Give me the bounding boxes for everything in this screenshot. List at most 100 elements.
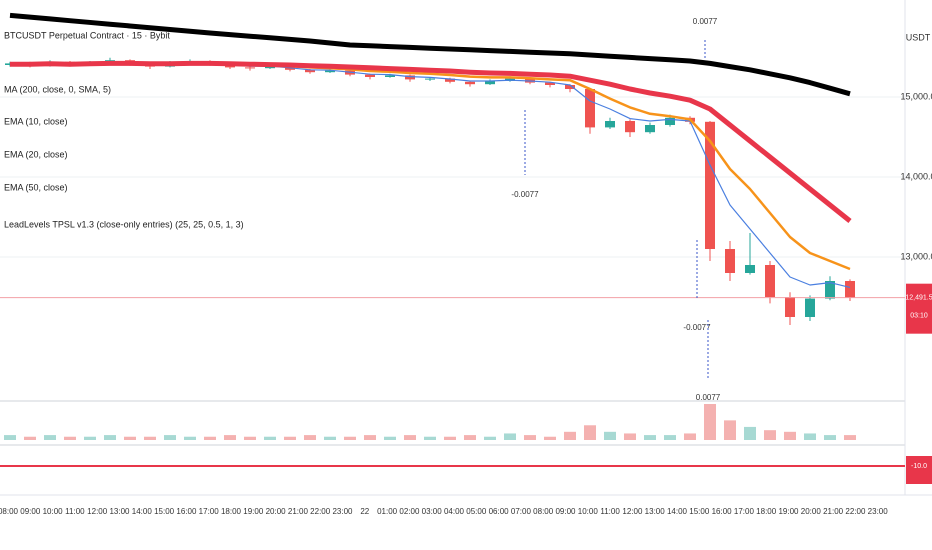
volume-bar xyxy=(64,436,76,440)
candle-body xyxy=(545,82,555,85)
x-tick-label: 13:00 xyxy=(645,507,666,516)
volume-bar xyxy=(764,430,776,440)
x-tick-label: 10:00 xyxy=(43,507,64,516)
x-tick-label: 21:00 xyxy=(288,507,309,516)
indicator-label: -10.0 xyxy=(911,463,927,470)
candle-body xyxy=(465,81,475,85)
volume-bar xyxy=(444,436,456,440)
candle-body xyxy=(625,121,635,133)
volume-bar xyxy=(224,435,236,440)
x-tick-label: 16:00 xyxy=(712,507,733,516)
volume-bar xyxy=(124,436,136,440)
x-tick-label: 12:00 xyxy=(87,507,108,516)
volume-bar xyxy=(704,404,716,440)
volume-bar xyxy=(384,436,396,440)
volume-bar xyxy=(744,426,756,440)
y-tick-label: 15,000.0 xyxy=(900,91,932,101)
volume-bar xyxy=(624,433,636,440)
volume-bar xyxy=(504,433,516,440)
legend-title: BTCUSDT Perpetual Contract · 15 · Bybit xyxy=(4,30,170,40)
price-tag xyxy=(906,283,932,334)
candle-body xyxy=(565,85,575,89)
x-tick-label: 07:00 xyxy=(511,507,532,516)
candle-body xyxy=(485,81,495,85)
volume-bar xyxy=(4,435,16,440)
x-tick-label: 15:00 xyxy=(154,507,175,516)
volume-bar xyxy=(244,436,256,440)
candle-body xyxy=(845,281,855,298)
x-tick-label: 15:00 xyxy=(689,507,710,516)
legend-entry: LeadLevels TPSL v1.3 (close-only entries… xyxy=(4,219,244,229)
volume-bar xyxy=(84,436,96,440)
volume-bar xyxy=(724,420,736,440)
x-tick-label: 03:00 xyxy=(422,507,443,516)
x-tick-label: 04:00 xyxy=(444,507,465,516)
legend: BTCUSDT Perpetual Contract · 15 · Bybit … xyxy=(4,30,244,229)
annotation-label: 0.0077 xyxy=(693,17,718,26)
volume-bar xyxy=(184,436,196,440)
candle-body xyxy=(725,249,735,273)
x-tick-label: 12:00 xyxy=(622,507,643,516)
annotation-label: -0.0077 xyxy=(683,323,711,332)
volume-bar xyxy=(264,436,276,440)
x-tick-label: 05:00 xyxy=(466,507,487,516)
volume-bar xyxy=(644,435,656,440)
volume-bar xyxy=(584,425,596,440)
volume-bar xyxy=(784,431,796,440)
annotation-label: 0.0077 xyxy=(696,393,721,402)
volume-bar xyxy=(684,433,696,440)
x-tick-label: 06:00 xyxy=(489,507,510,516)
volume-bar xyxy=(404,435,416,440)
x-tick-label: 14:00 xyxy=(132,507,153,516)
x-tick-label: 22:00 xyxy=(845,507,866,516)
x-tick-label: 08:00 xyxy=(533,507,554,516)
candle-body xyxy=(665,117,675,125)
legend-entry: EMA (10, close) xyxy=(4,116,68,126)
candle-body xyxy=(405,75,415,80)
x-tick-label: 19:00 xyxy=(243,507,264,516)
volume-bar xyxy=(824,435,836,440)
y-tick-label: 14,000.0 xyxy=(900,171,932,181)
x-tick-label: 20:00 xyxy=(801,507,822,516)
candle-body xyxy=(445,78,455,82)
legend-entry: EMA (20, close) xyxy=(4,149,68,159)
ma-line xyxy=(10,60,852,223)
volume-bar xyxy=(344,436,356,440)
candle-body xyxy=(605,121,615,128)
indicator-tag xyxy=(906,456,932,484)
volume-bar xyxy=(564,431,576,440)
volume-bar xyxy=(524,435,536,440)
candle-body xyxy=(825,281,835,299)
volume-bar xyxy=(664,435,676,440)
volume-bar xyxy=(604,431,616,440)
candle-body xyxy=(585,89,595,128)
volume-bar xyxy=(544,436,556,440)
candle-body xyxy=(645,125,655,133)
x-tick-label: 14:00 xyxy=(667,507,688,516)
price-tag-label: 12,491.5 xyxy=(905,295,932,302)
candle-body xyxy=(425,78,435,80)
x-tick-label: 11:00 xyxy=(65,507,85,516)
x-tick-label: 22 xyxy=(360,507,369,516)
x-tick-label: 11:00 xyxy=(600,507,620,516)
x-tick-label: 17:00 xyxy=(199,507,220,516)
volume-bar xyxy=(804,433,816,440)
candle-body xyxy=(785,297,795,317)
volume-bar xyxy=(24,436,36,440)
volume-bar xyxy=(484,436,496,440)
candle-body xyxy=(245,67,255,69)
x-tick-label: 10:00 xyxy=(578,507,599,516)
ma-line xyxy=(9,12,851,97)
candle-body xyxy=(305,69,315,73)
candle-body xyxy=(705,121,715,249)
volume-bar xyxy=(104,435,116,440)
x-tick-label: 09:00 xyxy=(20,507,41,516)
candle-body xyxy=(385,75,395,77)
x-tick-label: 23:00 xyxy=(868,507,889,516)
x-tick-label: 22:00 xyxy=(310,507,331,516)
volume-bar xyxy=(424,436,436,440)
x-tick-label: 18:00 xyxy=(221,507,242,516)
